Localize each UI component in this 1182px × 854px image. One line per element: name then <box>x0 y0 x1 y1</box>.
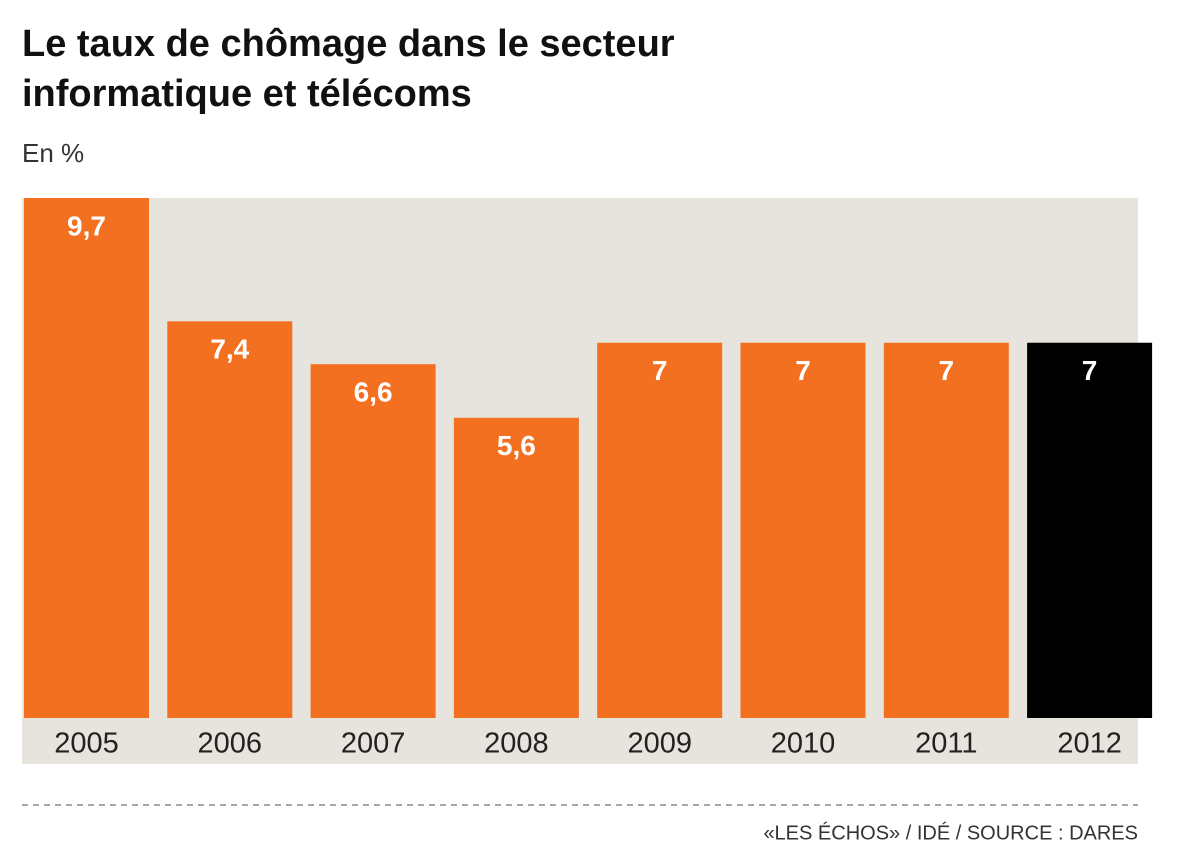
value-label: 7 <box>795 355 811 386</box>
bar <box>1027 342 1153 718</box>
bar <box>597 342 723 718</box>
bar <box>167 321 293 718</box>
x-tick-label: 2007 <box>341 728 406 760</box>
bar <box>883 342 1009 718</box>
value-label: 7 <box>939 355 955 386</box>
x-tick-label: 2010 <box>771 728 836 760</box>
bar <box>24 198 149 718</box>
value-label: 7 <box>1082 355 1098 386</box>
bar <box>740 342 866 718</box>
x-tick-label: 2005 <box>54 728 119 760</box>
x-tick-label: 2006 <box>198 728 263 760</box>
x-tick-label: 2011 <box>915 728 977 760</box>
bar <box>310 364 436 718</box>
value-label: 7,4 <box>210 334 249 365</box>
value-label: 5,6 <box>497 430 536 461</box>
source: «LES ÉCHOS» / IDÉ / SOURCE : DARES <box>763 821 1138 844</box>
bar <box>453 417 579 718</box>
chart-title: informatique et télécoms <box>22 73 472 115</box>
chart-title: Le taux de chômage dans le secteur <box>22 23 675 65</box>
value-label: 9,7 <box>67 210 106 241</box>
x-tick-label: 2012 <box>1057 728 1122 760</box>
chart-subtitle: En % <box>22 138 84 168</box>
value-label: 7 <box>652 355 668 386</box>
value-label: 6,6 <box>354 377 393 408</box>
x-tick-label: 2008 <box>484 728 549 760</box>
x-tick-label: 2009 <box>627 728 692 760</box>
